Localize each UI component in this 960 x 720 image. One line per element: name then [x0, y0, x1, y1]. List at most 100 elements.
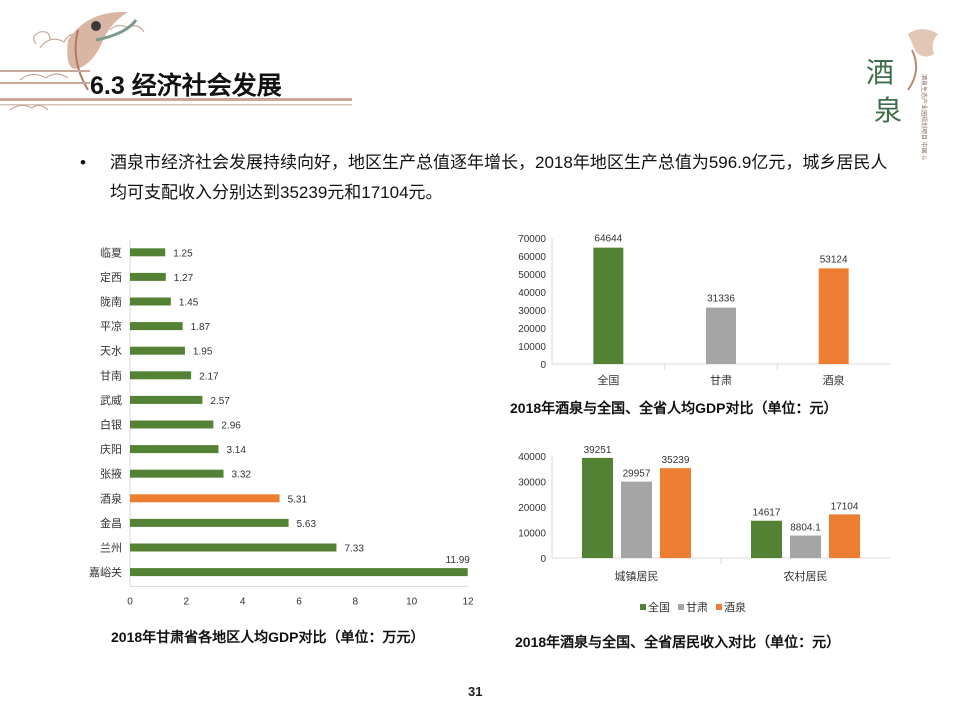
income-comparison-chart: 0 10000 20000 30000 40000 城镇居民 39251 29957 35239… [490, 445, 890, 596]
data-label: 17104 [831, 501, 859, 512]
legend-label-jiuquan: 酒泉 [724, 602, 746, 614]
data-label: 2.96 [221, 421, 241, 432]
gdp-per-capita-chart: 0 10000 20000 30000 40000 50000 60000 70000 6464… [490, 228, 890, 403]
category-label: 全国 [597, 373, 619, 387]
bar [130, 518, 289, 527]
bar [582, 457, 613, 558]
data-label: 11.99 [446, 555, 471, 566]
data-label: 39251 [584, 446, 612, 456]
bar [818, 268, 849, 364]
logo-glyph-2: 泉 [874, 94, 902, 127]
legend-item-national: 全国 [640, 599, 670, 615]
bar [660, 468, 691, 558]
data-label: 1.45 [179, 298, 199, 309]
data-label: 3.32 [232, 470, 252, 481]
x-tick-label: 4 [240, 596, 246, 607]
category-label: 张掖 [100, 467, 122, 481]
data-label: 64644 [594, 234, 622, 245]
flying-figure-icon [67, 11, 138, 91]
legend-label-gansu: 甘肃 [686, 602, 708, 614]
data-label: 1.95 [193, 347, 213, 358]
category-label: 定西 [100, 270, 122, 284]
category-label: 酒泉 [100, 491, 122, 505]
income-chart-legend: 全国 甘肃 酒泉 [640, 599, 746, 615]
x-tick-label: 8 [353, 596, 359, 607]
y-tick-label: 10000 [518, 342, 546, 353]
chart1-caption: 2018年甘肃省各地区人均GDP对比（单位：万元） [111, 629, 425, 645]
data-label: 31336 [707, 294, 735, 305]
category-label: 甘南 [100, 369, 122, 382]
legend-label-national: 全国 [648, 602, 670, 614]
data-label: 1.87 [191, 322, 211, 333]
income-comparison-svg: 0 10000 20000 30000 40000 城镇居民 39251 29957 35239… [518, 445, 890, 583]
data-label: 7.33 [344, 544, 364, 555]
y-tick-label: 0 [540, 554, 546, 565]
y-tick-label: 70000 [518, 234, 546, 245]
bar [829, 514, 860, 558]
category-label: 天水 [100, 345, 122, 358]
bullet-text: 酒泉市经济社会发展持续向好，地区生产总值逐年增长，2018年地区生产总值为596… [110, 153, 888, 202]
data-label: 1.27 [174, 273, 194, 284]
data-label: 53124 [820, 254, 848, 265]
bar [130, 322, 183, 331]
title-underline [0, 98, 352, 101]
jiuquan-logo-icon: 酒 泉 酒泉生态产业园规划项目 中国·以泉州（泉里） [866, 29, 938, 160]
category-label: 白银 [100, 418, 122, 432]
bar [130, 248, 166, 257]
chart3-caption: 2018年酒泉与全国、全省居民收入对比（单位：元） [515, 634, 841, 650]
title-decoration [0, 11, 352, 111]
category-label: 武威 [100, 394, 122, 407]
bar [621, 481, 652, 558]
category-label: 金昌 [100, 516, 122, 530]
bar [706, 307, 736, 364]
category-label: 甘肃 [710, 374, 732, 387]
x-tick-label: 2 [184, 596, 190, 607]
gdp-per-capita-svg: 0 10000 20000 30000 40000 50000 60000 70000 6464… [518, 234, 890, 387]
bar [130, 568, 468, 577]
legend-swatch-national [640, 604, 646, 610]
category-label: 庆阳 [100, 442, 122, 456]
bar [751, 520, 782, 558]
data-label: 14617 [753, 508, 781, 519]
category-label: 临夏 [100, 245, 122, 259]
bar [130, 420, 214, 429]
logo-glyph-1: 酒 [866, 56, 894, 89]
y-tick-label: 40000 [518, 452, 546, 463]
slide-title: 6.3 经济社会发展 [90, 72, 282, 100]
gdp-by-region-chart: 临夏 1.25 定西 1.27 陇南 1.45 平凉 1.87 天水 1.95 甘南 2.17 武威 2.… [80, 236, 500, 621]
bar [130, 543, 337, 552]
y-tick-label: 30000 [518, 306, 546, 317]
bar [130, 371, 192, 380]
category-label: 兰州 [100, 542, 122, 555]
bar [130, 494, 280, 503]
data-label: 5.31 [288, 494, 308, 505]
x-tick-label: 12 [462, 596, 474, 607]
data-label: 29957 [623, 469, 651, 480]
bar [790, 535, 821, 558]
y-tick-label: 60000 [518, 252, 546, 263]
bar [593, 247, 624, 364]
data-label: 35239 [662, 455, 690, 466]
legend-swatch-jiuquan [716, 604, 722, 610]
category-label: 嘉峪关 [89, 565, 122, 579]
legend-item-jiuquan: 酒泉 [716, 599, 746, 615]
data-label: 2.17 [199, 371, 219, 382]
x-tick-label: 0 [127, 596, 133, 607]
chart2-caption: 2018年酒泉与全国、全省人均GDP对比（单位：元） [510, 400, 838, 416]
data-label: 8804.1 [790, 523, 821, 534]
bar [130, 272, 166, 281]
y-tick-label: 30000 [518, 478, 546, 489]
legend-item-gansu: 甘肃 [678, 599, 708, 615]
data-label: 2.57 [210, 396, 230, 407]
y-tick-label: 20000 [518, 324, 546, 335]
bar [130, 395, 203, 404]
logo-side-text: 酒泉生态产业园规划项目 中国·以泉州（泉里） [920, 74, 928, 160]
category-label: 农村居民 [784, 569, 828, 583]
y-tick-label: 20000 [518, 503, 546, 514]
bar [130, 445, 219, 454]
category-label: 酒泉 [823, 373, 845, 387]
category-label: 平凉 [100, 319, 122, 333]
data-label: 5.63 [297, 519, 317, 530]
bullet-marker: • [80, 153, 86, 172]
x-tick-label: 6 [296, 596, 302, 607]
